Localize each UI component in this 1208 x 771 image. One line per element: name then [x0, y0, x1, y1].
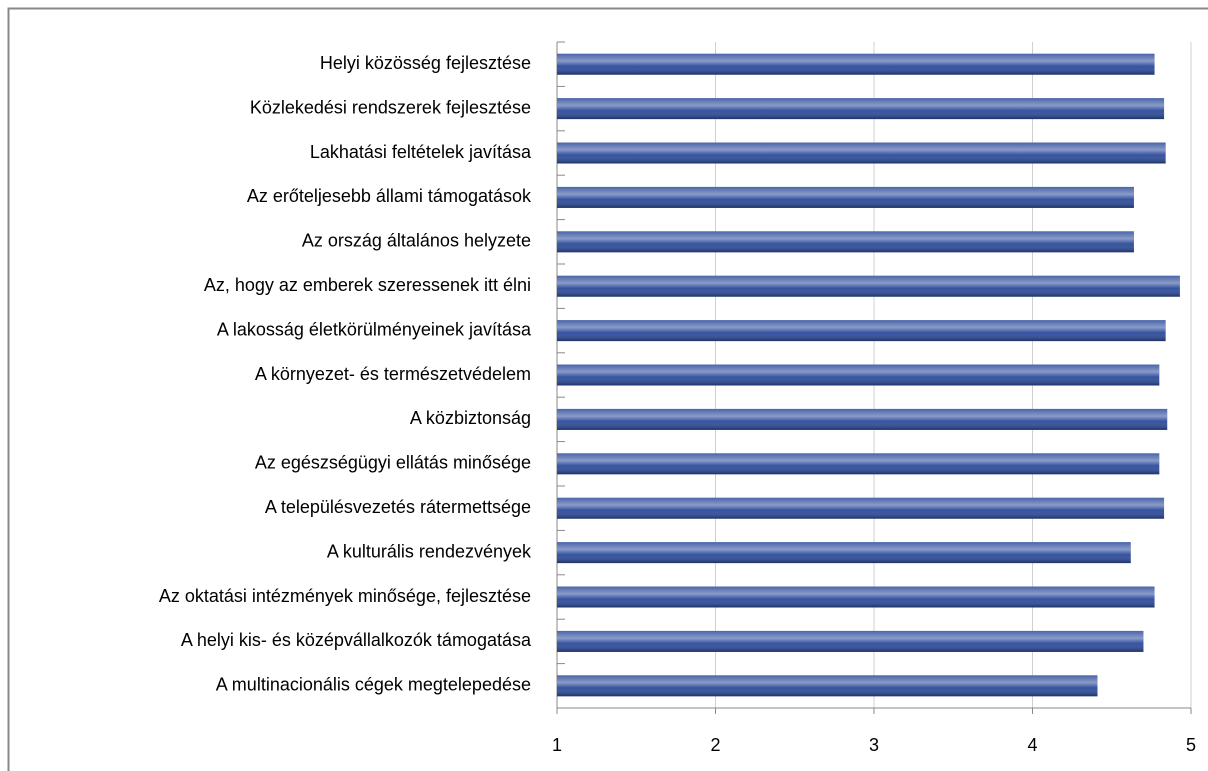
bar — [557, 142, 1166, 164]
frame — [7, 7, 1208, 771]
y-tick-label: Lakhatási feltételek javítása — [310, 142, 532, 162]
bar — [557, 408, 1168, 430]
bar — [557, 453, 1160, 475]
y-tick-label: A multinacionális cégek megtelepedése — [216, 675, 531, 695]
y-tick-label: A környezet- és természetvédelem — [255, 364, 531, 384]
bar — [557, 186, 1134, 208]
x-tick-label: 3 — [869, 735, 879, 755]
x-tick-label: 2 — [710, 735, 720, 755]
y-tick-label: A helyi kis- és középvállalkozók támogat… — [181, 630, 532, 650]
y-tick-label: A településvezetés rátermettsége — [265, 497, 531, 517]
bar — [557, 320, 1166, 342]
bar — [557, 542, 1131, 564]
y-tick-label: Közlekedési rendszerek fejlesztése — [250, 97, 531, 117]
y-tick-label: A közbiztonság — [410, 408, 531, 428]
y-tick-label: Az egészségügyi ellátás minősége — [255, 453, 531, 473]
bar — [557, 630, 1144, 652]
y-tick-label: Az ország általános helyzete — [302, 231, 531, 251]
x-tick-label: 1 — [552, 735, 562, 755]
y-tick-label: A lakosság életkörülményeinek javítása — [217, 319, 532, 339]
x-tick-label: 5 — [1186, 735, 1196, 755]
bar — [557, 231, 1134, 253]
bar — [557, 98, 1165, 120]
y-tick-label: Az, hogy az emberek szeressenek itt élni — [204, 275, 531, 295]
y-tick-label: Helyi közösség fejlesztése — [320, 53, 531, 73]
x-tick-label: 4 — [1027, 735, 1037, 755]
y-tick-label: Az erőteljesebb állami támogatások — [247, 186, 532, 206]
y-tick-label: A kulturális rendezvények — [327, 541, 532, 561]
bar — [557, 53, 1155, 75]
bar — [557, 364, 1160, 386]
y-tick-label: Az oktatási intézmények minősége, fejles… — [159, 586, 531, 606]
bar — [557, 586, 1155, 608]
bar — [557, 497, 1165, 519]
bar — [557, 675, 1098, 697]
bar — [557, 275, 1180, 297]
